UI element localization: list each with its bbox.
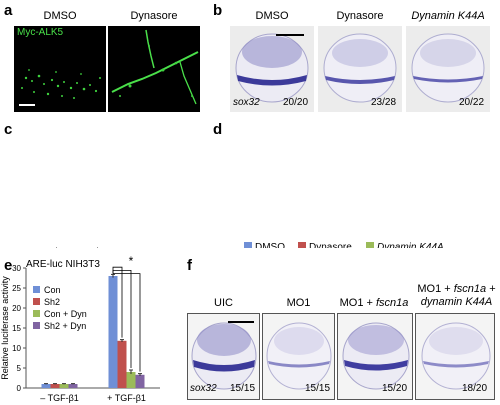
chart-e-legend-swatch — [33, 310, 40, 317]
chart-e-sig-bracket — [112, 270, 132, 368]
panel-f-title-uic: UIC — [214, 297, 233, 309]
embryo-b-dmso — [230, 26, 314, 112]
chart-e-legend-label: Con + Dyn — [44, 309, 87, 319]
chart-e-y-tick-label: 30 — [12, 264, 21, 273]
embryo-f-mo1-fscn1a-svg — [342, 322, 410, 390]
chart-d-legend-swatch — [366, 242, 374, 248]
chart-e-legend-swatch — [33, 286, 40, 293]
panel-c-letter: c — [4, 121, 13, 138]
micrograph-dmso — [14, 26, 106, 112]
embryo-f-label: sox32 — [190, 383, 217, 394]
chart-c: 00.20.40.60.81.01.2Fold changesox32gata5… — [18, 244, 100, 248]
panel-f-title-mo1-fscn1a: MO1 + fscn1a — [335, 297, 413, 309]
panel-f-title-3-ital: fscn1a — [375, 297, 409, 309]
chart-e-bar — [108, 276, 118, 388]
chart-e-y-tick-label: 25 — [12, 284, 21, 293]
embryo-b-dynasore — [318, 26, 402, 112]
panel-f-title-4-tail: + — [486, 283, 496, 295]
chart-e-y-axis-label: Relative luciferase activity — [0, 276, 10, 380]
panel-a-title-dmso: DMSO — [43, 10, 77, 22]
panel-e-letter: e — [4, 257, 13, 274]
chart-d-legend-label: Dynamin K44A — [377, 242, 444, 248]
panel-a-letter: a — [4, 2, 13, 19]
panel-f-title-4-line2: dynamin K44A — [420, 296, 493, 308]
micrograph-dynasore — [108, 26, 200, 112]
panel-f-title-mo1: MO1 — [286, 297, 311, 309]
chart-e-category-label: + TGF-β1 — [107, 393, 146, 403]
chart-e-y-tick-label: 5 — [17, 364, 22, 373]
chart-e-bar — [41, 384, 51, 388]
embryo-f-uic — [187, 313, 260, 400]
embryo-b-k44a — [406, 26, 490, 112]
scale-bar — [19, 104, 35, 106]
myc-alk5-label: Myc-ALK5 — [17, 27, 64, 38]
embryo-b-count-dmso: 20/20 — [283, 97, 309, 108]
embryo-b-dmso-svg — [235, 33, 309, 103]
chart-c-y-tick-label: 1.2 — [18, 247, 31, 248]
panel-b-title-dmso: DMSO — [255, 10, 289, 22]
embryo-f-count-uic: 15/15 — [230, 383, 256, 394]
embryo-f-mo1-fscn1a — [337, 313, 413, 400]
embryo-f-count-fscn1a: 15/20 — [382, 383, 408, 394]
chart-e-bar — [117, 340, 127, 388]
chart-e-bar — [135, 374, 145, 388]
chart-e-legend-label: Con — [44, 285, 61, 295]
chart-c-sig-star: * — [95, 244, 100, 248]
chart-e-title: ARE-luc NIH3T3 — [26, 259, 100, 270]
micrograph-dmso-svg — [19, 69, 101, 106]
embryo-f-combo — [415, 313, 495, 400]
panel-b-title-k44a: Dynamin K44A — [411, 10, 485, 22]
chart-e-y-tick-label: 20 — [12, 304, 21, 313]
embryo-f-uic-svg — [191, 321, 257, 390]
micrograph-dynasore-svg — [111, 29, 199, 105]
panel-f-title-combo: MO1 + fscn1a + dynamin K44A — [413, 283, 500, 309]
panel-b-title-dynasore: Dynasore — [336, 10, 384, 22]
chart-e-category-label: – TGF-β1 — [40, 393, 79, 403]
chart-e-bar — [50, 384, 60, 388]
chart-d-legend-label: DMSO — [255, 242, 285, 248]
embryo-b-count-dynasore: 23/28 — [371, 97, 397, 108]
embryo-b-dynasore-svg — [323, 33, 397, 103]
chart-e-legend-swatch — [33, 298, 40, 305]
chart-c-sig-star: * — [54, 244, 59, 248]
chart-d-legend-label: Dynasore — [309, 242, 352, 248]
panel-f-title-4-plain: MO1 + — [417, 283, 454, 295]
chart-d-legend-swatch — [244, 242, 252, 248]
chart-d: 00.20.40.60.81.01.21.4Fold changentlgsce… — [244, 242, 444, 248]
embryo-f-count-combo: 18/20 — [462, 383, 488, 394]
chart-e-bar — [59, 384, 69, 388]
chart-e-legend-label: Sh2 — [44, 297, 60, 307]
panel-f-title-4-ital: fscn1a — [453, 283, 487, 295]
chart-e-y-tick-label: 15 — [12, 324, 21, 333]
chart-e-y-tick-label: 10 — [12, 344, 21, 353]
panel-b-letter: b — [213, 2, 223, 19]
chart-e-sig-bracket — [113, 273, 141, 372]
embryo-f-mo1 — [262, 313, 335, 400]
chart-e-bar — [126, 372, 136, 388]
chart-e-bar — [68, 384, 78, 388]
panel-d-letter: d — [213, 121, 223, 138]
embryo-f-mo1-svg — [266, 322, 332, 390]
panel-f-letter: f — [187, 257, 192, 274]
chart-e-legend-swatch — [33, 322, 40, 329]
chart-e-sig-star: * — [129, 255, 134, 268]
chart-e-legend-label: Sh2 + Dyn — [44, 321, 86, 331]
chart-d-legend-swatch — [298, 242, 306, 248]
panel-f-title-3-plain: MO1 + — [339, 297, 376, 309]
chart-e-y-tick-label: 0 — [17, 384, 22, 393]
embryo-f-combo-svg — [421, 322, 491, 390]
embryo-b-count-k44a: 20/22 — [459, 97, 485, 108]
embryo-b-label: sox32 — [233, 97, 260, 108]
panel-a-title-dynasore: Dynasore — [130, 10, 178, 22]
embryo-b-k44a-svg — [411, 33, 485, 103]
embryo-f-count-mo1: 15/15 — [305, 383, 331, 394]
